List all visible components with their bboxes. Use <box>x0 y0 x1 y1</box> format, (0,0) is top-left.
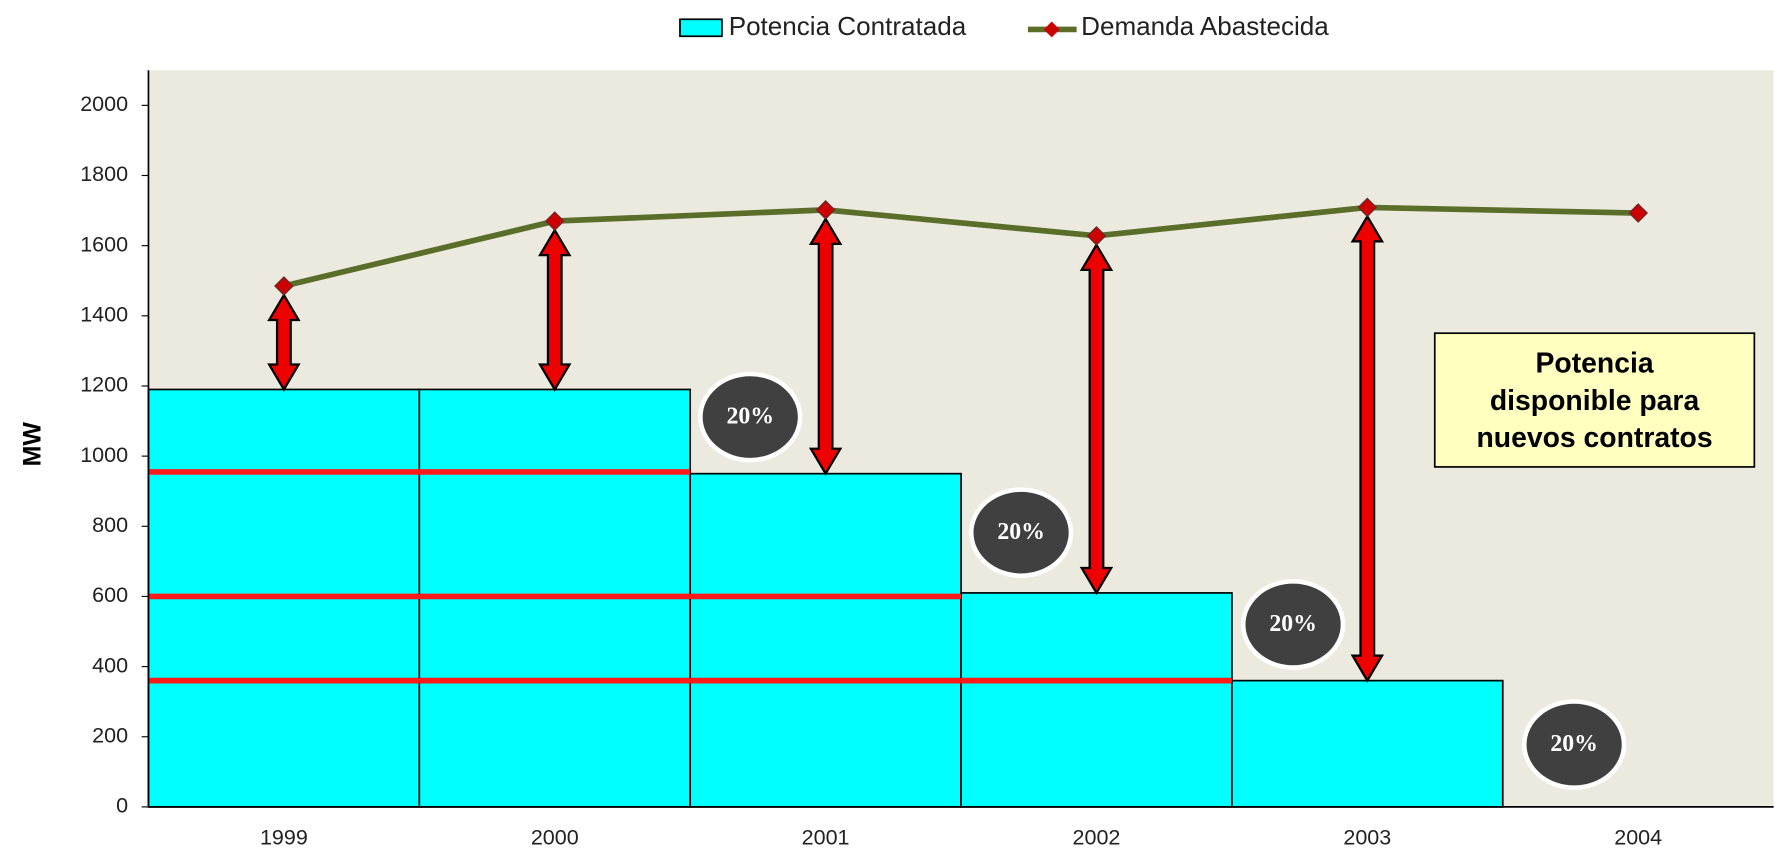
gap-arrow <box>808 216 843 476</box>
legend-swatch <box>679 18 723 38</box>
bar <box>960 592 1233 808</box>
y-tick-label: 400 <box>92 653 128 677</box>
gap-arrow <box>1350 214 1385 683</box>
annotation-circle <box>1240 579 1346 670</box>
chart-body: MW 0 200 400 600 800 1000 1200 1400 1600 1800 2000… <box>19 11 1774 849</box>
y-tick-label: 1800 <box>80 162 128 186</box>
legend-label: Potencia Contratada <box>729 11 967 41</box>
annotation-circle <box>698 371 803 463</box>
annotation-label: 20% <box>1269 611 1317 637</box>
note-text: nuevos contratos <box>1476 422 1712 454</box>
demand-marker <box>544 211 565 231</box>
demand-marker <box>1628 203 1649 223</box>
annotation-label: 20% <box>1550 731 1598 757</box>
demand-marker <box>815 200 836 220</box>
demand-marker <box>1086 225 1107 246</box>
bar <box>1231 679 1504 808</box>
annotation-circle <box>1522 699 1627 790</box>
y-tick-label: 0 <box>116 794 128 818</box>
demand-line <box>283 204 1639 289</box>
bar <box>689 472 962 808</box>
x-tick-label: 2003 <box>1343 825 1391 849</box>
note-box <box>1433 332 1756 468</box>
demand-marker <box>274 276 294 296</box>
y-axis-label: MW <box>19 422 47 467</box>
x-tick-label: 2002 <box>1073 825 1121 849</box>
gap-arrow <box>267 292 301 392</box>
y-tick-label: 2000 <box>80 92 128 116</box>
x-tick-label: 2004 <box>1614 825 1662 849</box>
note-text: Potencia <box>1536 347 1654 379</box>
y-tick-label: 200 <box>92 723 128 747</box>
y-tick-label: 1000 <box>80 443 128 467</box>
y-tick-label: 1200 <box>80 373 128 397</box>
y-tick-label: 800 <box>92 513 128 537</box>
annotation-label: 20% <box>997 519 1045 545</box>
gap-arrow <box>538 227 572 392</box>
y-tick-label: 600 <box>92 583 128 607</box>
gap-arrow <box>1079 242 1114 596</box>
demand-marker <box>1357 197 1378 218</box>
annotation-label: 20% <box>726 404 774 430</box>
y-tick-label: 1400 <box>80 303 128 327</box>
y-tick-label: 1600 <box>80 232 128 256</box>
note-text: disponible para <box>1490 385 1700 417</box>
x-tick-label: 2000 <box>531 825 579 849</box>
x-tick-label: 2001 <box>802 825 850 849</box>
legend-marker <box>1043 21 1060 38</box>
x-tick-label: 1999 <box>260 825 308 849</box>
annotation-circle <box>968 487 1074 578</box>
legend-label: Demanda Abastecida <box>1081 11 1329 41</box>
